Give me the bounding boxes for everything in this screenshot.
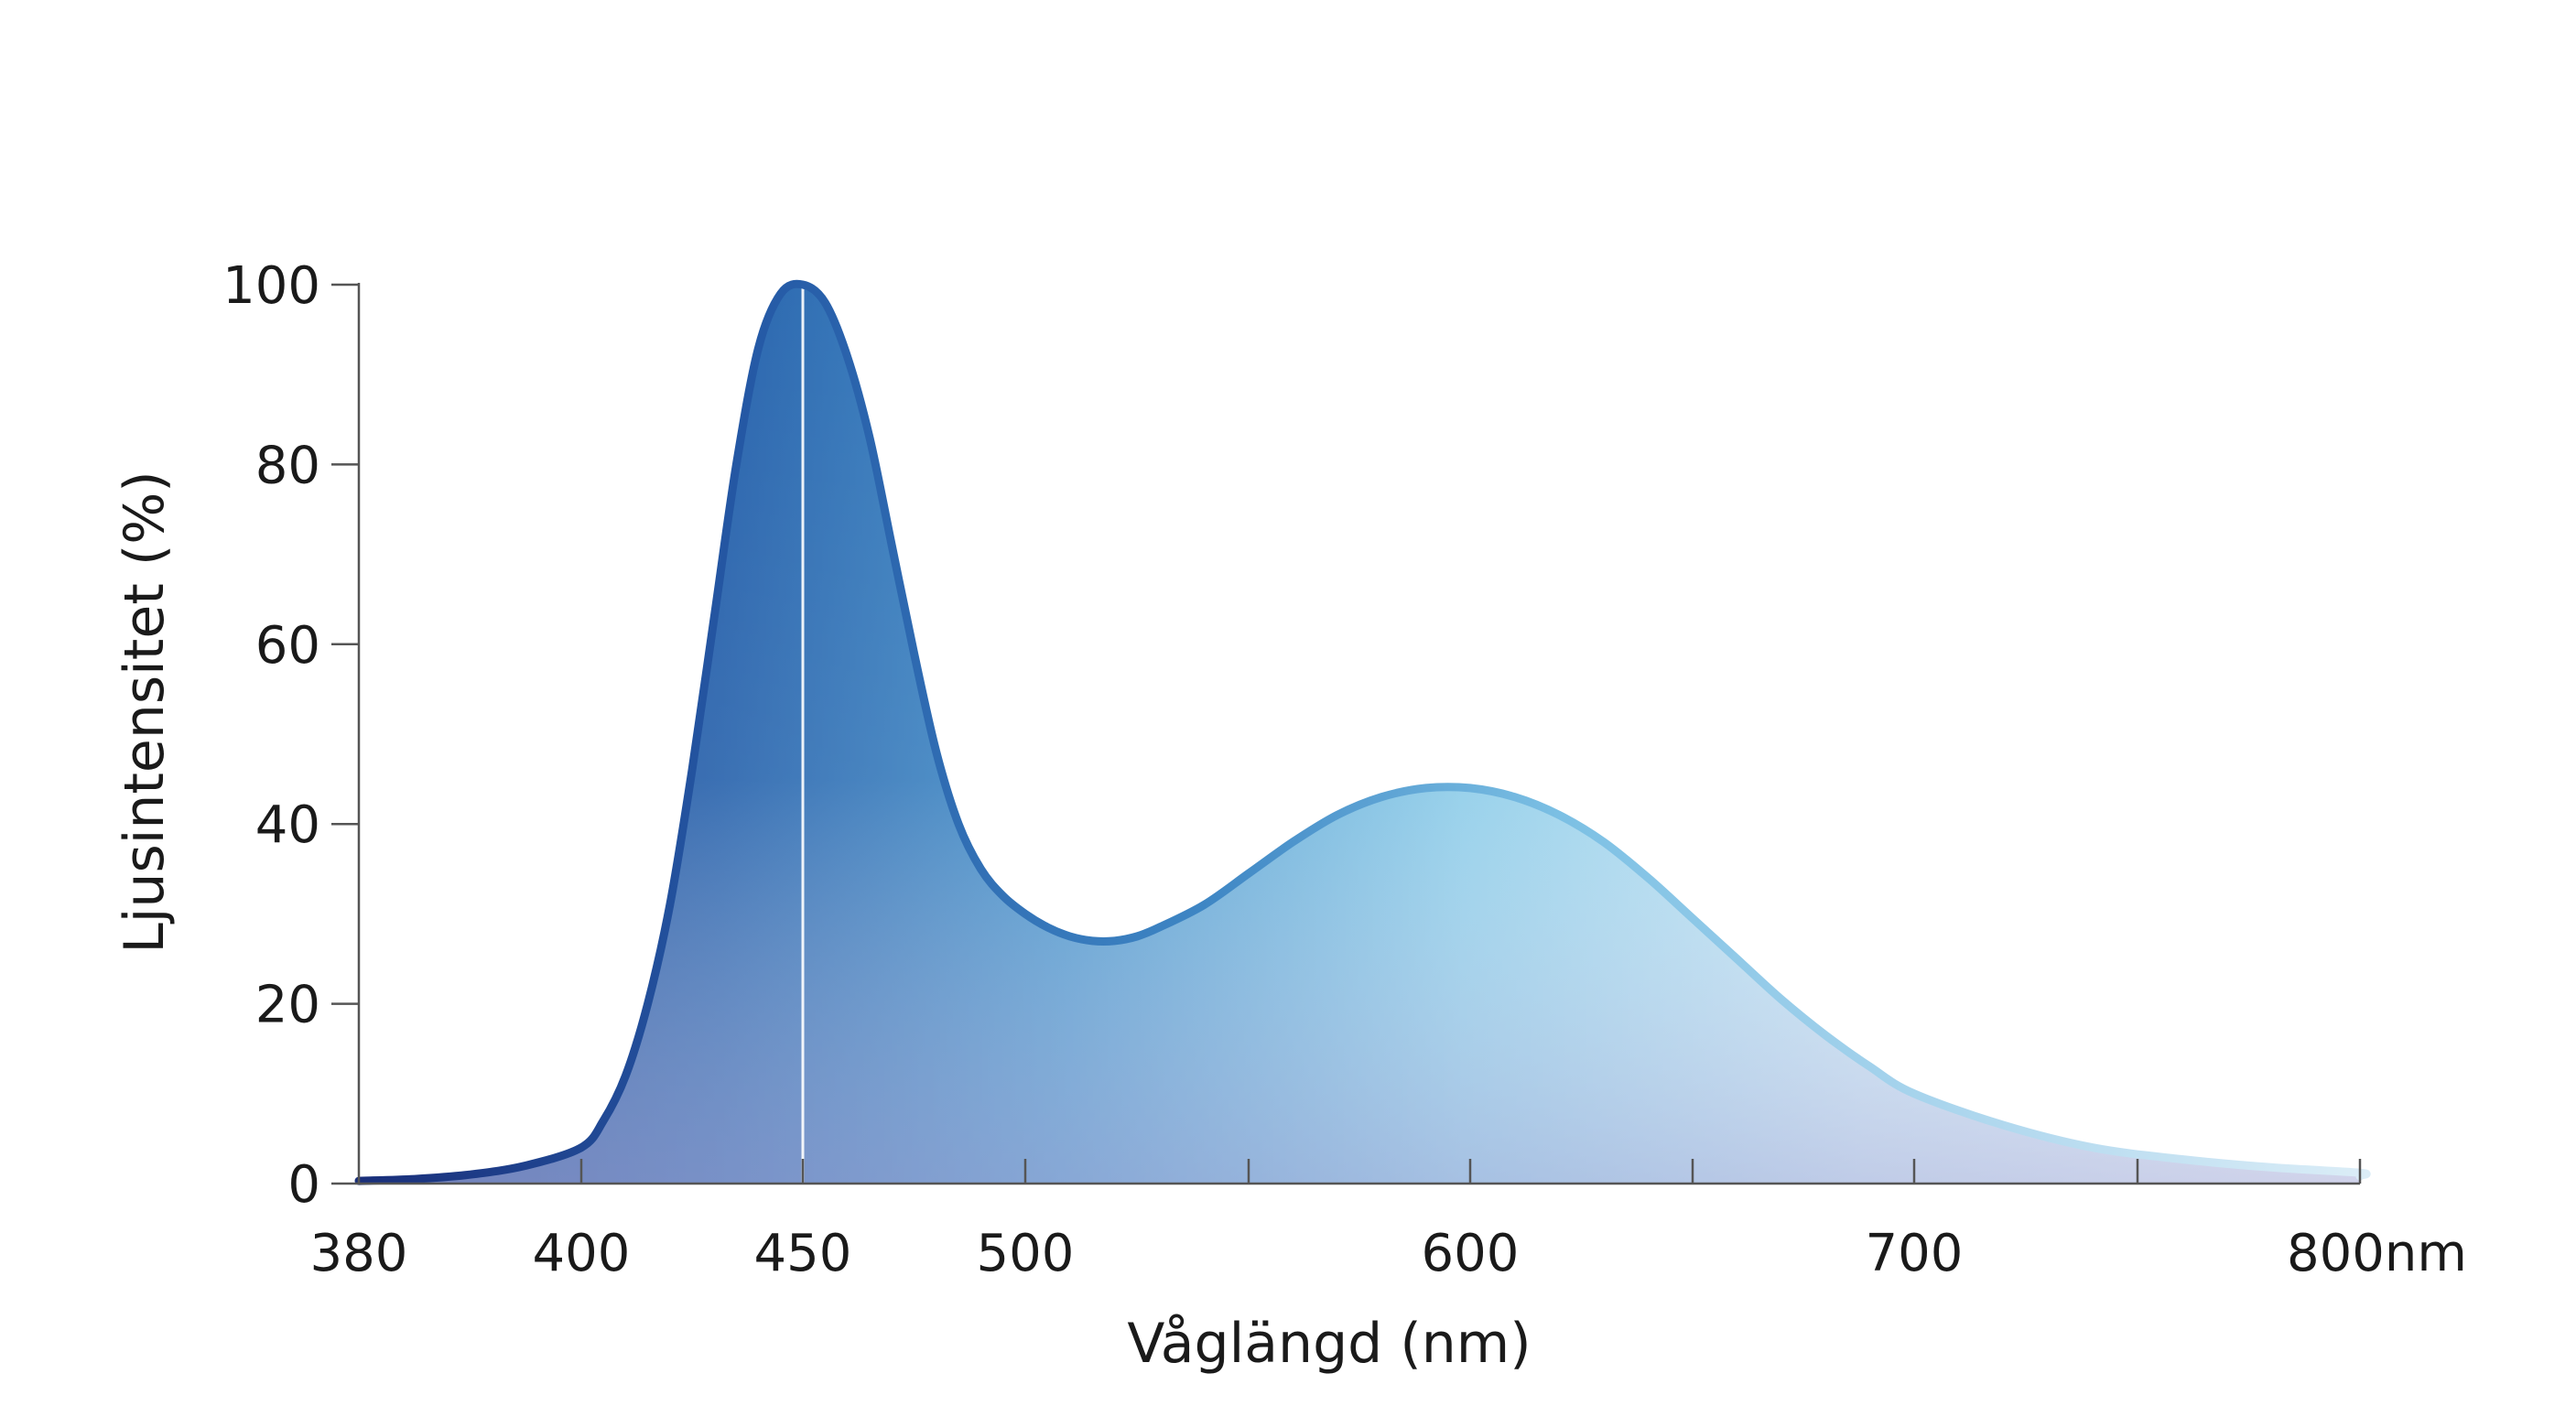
x-axis-title: Våglängd (nm)	[1127, 1312, 1531, 1376]
y-tick-label: 0	[287, 1155, 320, 1215]
x-tick-label: 800nm	[2287, 1224, 2467, 1283]
x-axis-ticks: 380 400 450 500 600 700 800nm	[310, 1159, 2467, 1283]
y-axis-ticks: 0 20 40 60 80 100	[222, 256, 359, 1215]
x-tick-label: 500	[977, 1224, 1075, 1283]
spectrum-line	[354, 279, 2371, 1185]
y-axis-title: Ljusintensitet (%)	[113, 470, 177, 953]
axes	[357, 283, 2360, 1185]
y-tick-label: 20	[255, 976, 320, 1035]
x-tick-label: 450	[754, 1224, 852, 1283]
y-tick-label: 40	[255, 795, 320, 855]
spectrum-area-shade	[359, 284, 2367, 1184]
x-tick-label: 380	[310, 1224, 408, 1283]
y-tick-label: 80	[255, 436, 320, 495]
y-tick-label: 60	[255, 616, 320, 676]
x-tick-label: 700	[1866, 1224, 1964, 1283]
y-tick-label: 100	[222, 256, 320, 316]
x-tick-label: 600	[1422, 1224, 1520, 1283]
x-tick-label: 400	[533, 1224, 631, 1283]
